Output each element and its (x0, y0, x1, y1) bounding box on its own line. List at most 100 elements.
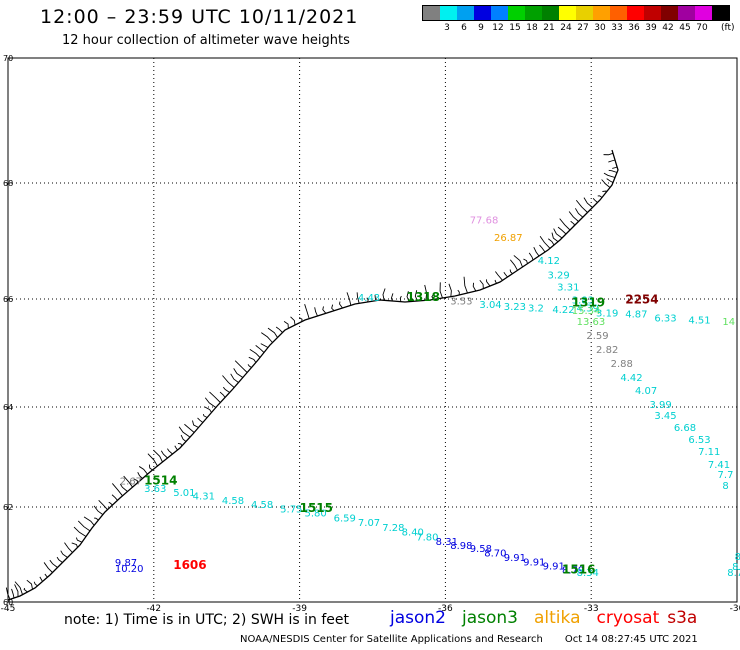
legend-label: 39 (645, 23, 657, 33)
legend-swatch (695, 6, 712, 20)
fjord-detail (575, 199, 588, 213)
wave-height-value: 9.91 (523, 557, 545, 568)
coastline-path (7, 149, 619, 601)
fjord-detail (180, 434, 187, 442)
fjord-detail (111, 494, 118, 501)
lat-tick-label: 60 (3, 598, 13, 607)
wave-height-value: 8.77 (727, 568, 740, 579)
map-title: 12:00 – 23:59 UTC 10/11/2021 (40, 6, 359, 28)
fjord-detail (219, 391, 226, 398)
fjord-detail (108, 501, 113, 506)
legend-swatches (422, 5, 730, 21)
fjord-detail (261, 332, 273, 343)
fjord-detail (322, 306, 327, 314)
fjord-detail (608, 169, 618, 173)
wave-height-value: 5.01 (173, 488, 195, 499)
fjord-detail (374, 295, 377, 301)
fjord-detail (178, 426, 191, 438)
fjord-detail (197, 417, 204, 423)
fjord-detail (603, 152, 614, 156)
fjord-detail (431, 294, 435, 300)
legend-label: 3 (444, 23, 450, 33)
fjord-detail (597, 195, 603, 198)
fjord-detail (275, 326, 283, 333)
wave-height-value: 4.07 (635, 386, 657, 397)
fjord-detail (603, 172, 616, 178)
fjord-detail (230, 373, 239, 383)
wave-height-value: 3.45 (654, 411, 676, 422)
wave-height-value: 4.22 (552, 305, 574, 316)
pass-2: 4.43 3.53 (358, 293, 473, 307)
pass-time-label: 1606 (173, 558, 206, 572)
wave-height-value: 8.7 (732, 562, 740, 573)
wave-height-value: 6.53 (688, 435, 710, 446)
wave-height-value: 15.34 (572, 306, 601, 317)
fjord-detail (503, 272, 508, 278)
pass-5: 88.78.77 (727, 552, 740, 579)
legend-label: 21 (543, 23, 555, 33)
pass-4: 5.80 6.59 7.07 7.288.407.808.318.989.588.70… (304, 509, 598, 579)
fjord-detail (448, 283, 452, 297)
fjord-detail (472, 282, 477, 292)
fjord-detail (283, 321, 289, 329)
pass-time-label: 1515 (300, 501, 333, 515)
legend-label: 36 (628, 23, 640, 33)
fjord-detail (11, 588, 15, 599)
wave-height-value: 7.41 (708, 460, 730, 471)
fjord-detail (568, 211, 579, 222)
fjord-detail (539, 244, 546, 253)
fjord-detail (248, 356, 257, 363)
fjord-detail (174, 445, 178, 451)
fjord-detail (233, 368, 244, 378)
fjord-detail (559, 218, 571, 231)
fjord-detail (267, 327, 278, 338)
wave-height-value: 3.19 (596, 308, 618, 319)
fjord-detail (138, 466, 148, 475)
wave-height-labels: 77.68 26.87 4.12 3.293.31 3.834.39 13.63 2.59 2… (115, 216, 740, 579)
fjord-detail (93, 505, 104, 516)
lat-tick-label: 62 (3, 503, 13, 512)
pass-time-label: 2254 (625, 292, 658, 306)
legend-swatch (678, 6, 695, 20)
lat-tick-label: 70 (3, 54, 13, 63)
wave-height-value: 10.20 (115, 564, 144, 575)
wave-height-value: 3.31 (557, 282, 579, 293)
wave-height-value: 9.91 (504, 553, 526, 564)
fjord-detail (14, 584, 19, 597)
legend-unit: (ft) (721, 23, 735, 33)
wave-height-value: 5.75 (280, 505, 302, 516)
satellite-cryosat: cryosat (596, 608, 660, 628)
lat-tick-label: 66 (3, 295, 13, 304)
lon-tick-label: -33 (584, 604, 599, 614)
legend-label: 45 (679, 23, 691, 33)
fjord-detail (33, 581, 38, 587)
wave-height-value: 6.33 (654, 314, 676, 325)
satellite-altika: altika (534, 608, 581, 628)
wave-height-value: 4.42 (620, 373, 642, 384)
wave-height-value: 4.39 (577, 303, 599, 314)
legend-swatch (542, 6, 559, 20)
map-frame (7, 57, 738, 603)
legend-swatch (576, 6, 593, 20)
legend-swatch (423, 6, 440, 20)
fjord-detail (570, 220, 575, 226)
pass-time-label: 1516 (562, 563, 595, 577)
wave-height-value: 6.68 (674, 423, 696, 434)
wave-height-value: 3.29 (547, 271, 569, 282)
legend-swatch (491, 6, 508, 20)
fjord-detail (290, 316, 296, 326)
wave-height-value: 4.58 (251, 500, 273, 511)
fjord-detail (64, 542, 73, 553)
legend-label: 70 (696, 23, 708, 33)
fjord-detail (119, 483, 128, 492)
fjord-detail (390, 293, 394, 302)
wave-height-value: 7.11 (698, 447, 720, 458)
fjord-detail (255, 345, 265, 353)
satellite-jason2: jason2 (390, 608, 446, 628)
fjord-detail (71, 542, 78, 548)
wave-height-value: 7.7 (718, 470, 734, 481)
fjord-detail (153, 449, 163, 463)
legend-label: 6 (461, 23, 467, 33)
